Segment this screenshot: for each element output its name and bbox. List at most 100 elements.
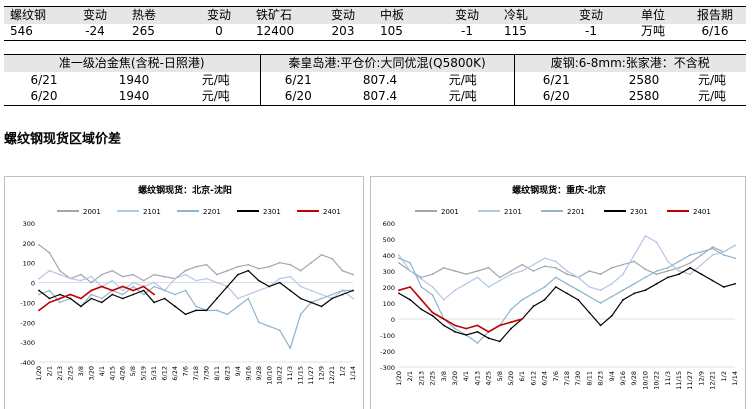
data-point-2101 — [554, 260, 557, 263]
data-point-2001 — [216, 273, 218, 276]
data-point-2301 — [498, 340, 501, 343]
data-point-2101 — [622, 273, 624, 276]
data-point-2101 — [543, 257, 546, 260]
data-point-2001 — [398, 262, 400, 264]
data-point-2301 — [247, 269, 250, 272]
y-tick-label: 300 — [23, 220, 35, 228]
data-point-2201 — [59, 301, 61, 304]
data-point-2001 — [121, 275, 124, 278]
data-point-2101 — [195, 279, 197, 282]
y-tick-label: 300 — [383, 268, 395, 276]
data-point-2101 — [431, 286, 434, 288]
price-cell: 1940 — [118, 72, 150, 87]
data-point-2401 — [48, 301, 51, 304]
x-tick-label: 6/24 — [171, 366, 179, 381]
data-point-2301 — [409, 298, 412, 301]
legend-label: 2401 — [323, 208, 341, 216]
series-line-2401 — [38, 285, 155, 312]
y-tick-label: -400 — [20, 359, 35, 367]
data-point-2401 — [487, 330, 490, 333]
data-point-2201 — [700, 250, 703, 253]
spot-group-title: 准一级冶金焦(含税-日照港) — [4, 54, 261, 72]
data-point-2301 — [454, 330, 456, 333]
x-tick-label: 12/21 — [709, 371, 717, 390]
data-point-2101 — [644, 234, 647, 237]
x-tick-label: 9/28 — [255, 366, 263, 381]
x-tick-label: 8/11 — [585, 371, 593, 386]
data-point-2001 — [100, 273, 103, 276]
x-tick-label: 1/20 — [395, 371, 403, 386]
weekly-output-value-row: 546 -24 265 0 12400 203 105 -1 115 -1 万吨 6/16 — [4, 23, 746, 41]
y-tick-label: -100 — [20, 299, 35, 307]
data-point-2301 — [341, 293, 344, 296]
data-point-2101 — [310, 289, 312, 292]
data-point-2101 — [476, 276, 479, 279]
unit-cell: 元/吨 — [424, 71, 515, 89]
data-point-2101 — [655, 241, 658, 244]
x-tick-label: 4/15 — [108, 366, 116, 381]
y-tick-label: 600 — [383, 220, 395, 228]
data-point-2401 — [454, 324, 456, 327]
data-point-2101 — [278, 277, 281, 280]
y-tick-label: 0 — [31, 280, 35, 288]
date-cell: 6/20 — [260, 88, 337, 106]
data-point-2101 — [689, 273, 692, 276]
data-point-2101 — [289, 275, 292, 278]
x-tick-label: 7/30 — [202, 366, 210, 381]
table-value-cell: -1 — [560, 23, 622, 41]
data-point-2001 — [610, 266, 613, 269]
y-tick-label: -200 — [20, 319, 35, 327]
chart-panel-chongqing-beijing: 螺纹钢现货：重庆-北京 2001 2101 2201 2301 2401 600 500 400… — [370, 176, 746, 409]
data-point-2101 — [205, 277, 208, 280]
data-point-2201 — [278, 329, 281, 332]
table-value-cell: 203 — [312, 23, 374, 41]
x-tick-label: 3/20 — [87, 366, 95, 381]
x-tick-label: 5/8 — [496, 371, 504, 381]
table-header-cell: 螺纹钢 — [4, 6, 64, 24]
data-point-2001 — [689, 262, 692, 264]
data-point-2301 — [320, 305, 323, 308]
data-point-2301 — [678, 273, 680, 276]
data-point-2301 — [111, 293, 114, 296]
y-tick-label: 200 — [383, 284, 395, 292]
y-tick-label: 100 — [383, 300, 395, 308]
data-point-2401 — [398, 289, 400, 292]
data-point-2301 — [80, 305, 82, 308]
data-point-2001 — [153, 273, 156, 276]
data-point-2001 — [142, 279, 145, 282]
table-header-cell: 中板 — [374, 6, 436, 24]
x-tick-label: 9/4 — [608, 371, 616, 381]
x-tick-label: 6/12 — [161, 366, 169, 381]
data-point-2201 — [722, 254, 725, 256]
data-point-2401 — [59, 297, 61, 300]
data-point-2201 — [299, 313, 302, 316]
data-point-2301 — [278, 281, 281, 284]
data-point-2401 — [121, 285, 124, 288]
data-point-2201 — [566, 282, 568, 285]
data-point-2201 — [163, 289, 166, 292]
table-value-cell: -1 — [436, 23, 498, 41]
data-point-2001 — [678, 266, 680, 269]
data-point-2401 — [510, 321, 512, 324]
x-tick-label: 7/18 — [563, 371, 571, 386]
table-value-cell: 万吨 — [622, 23, 684, 41]
data-point-2401 — [80, 297, 82, 300]
data-point-2301 — [69, 297, 72, 300]
x-tick-label: 7/6 — [552, 371, 560, 381]
data-point-2001 — [331, 257, 333, 260]
table-header-cell: 变动 — [188, 6, 250, 24]
data-point-2001 — [655, 273, 658, 276]
data-point-2201 — [711, 247, 714, 250]
x-tick-label: 5/31 — [150, 366, 158, 381]
data-point-2101 — [121, 289, 124, 292]
data-point-2201 — [226, 313, 229, 316]
data-point-2001 — [521, 263, 524, 266]
data-point-2201 — [257, 321, 260, 324]
x-tick-label: 4/25 — [485, 371, 493, 386]
data-point-2201 — [521, 298, 524, 301]
data-point-2301 — [554, 286, 557, 288]
weekly-output-table: 螺纹钢 变动 热卷 变动 铁矿石 变动 中板 变动 冷轧 变动 单位 报告期 546 -24 265 0 12… — [4, 6, 746, 41]
data-point-2101 — [521, 270, 524, 272]
legend-label: 2001 — [83, 208, 101, 216]
data-point-2201 — [289, 347, 292, 349]
